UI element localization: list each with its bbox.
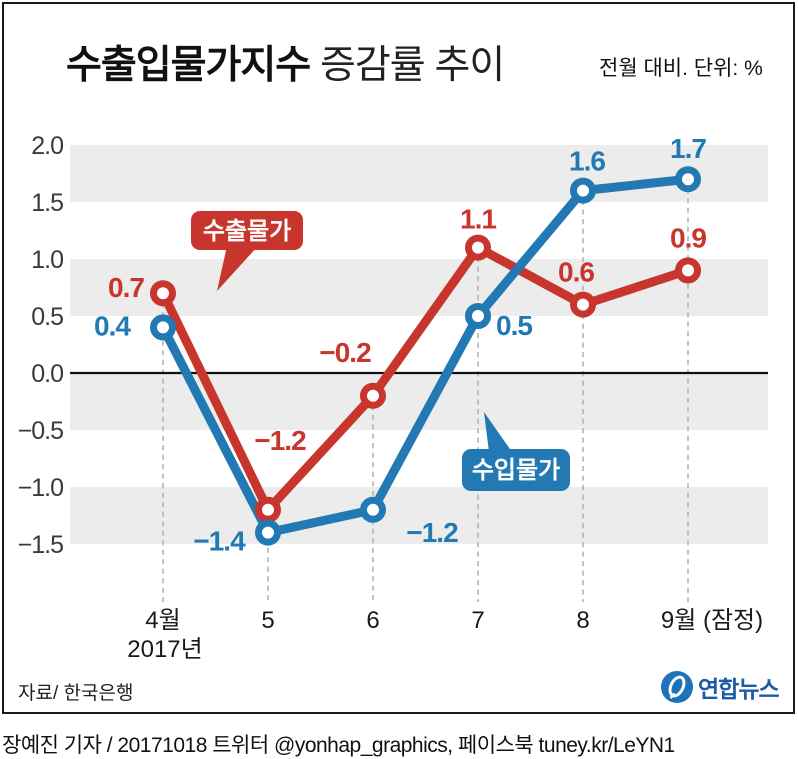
data-point-marker-export [570, 291, 596, 318]
x-axis-year-label: 2017년 [127, 636, 202, 663]
series-line-export [158, 243, 693, 515]
callout-tail [217, 246, 258, 291]
y-tick-label: −1.5 [18, 531, 63, 559]
data-point-marker-import [675, 166, 701, 193]
y-tick-label: 1.5 [31, 189, 63, 217]
data-point-label-export: 0.7 [108, 272, 144, 303]
chart-subtitle-unit: 전월 대비. 단위: % [599, 57, 763, 80]
data-point-marker-export [360, 382, 386, 409]
data-point-label-import: −1.2 [406, 517, 458, 548]
x-tick-label: 7 [471, 607, 484, 634]
x-tick-label: 6 [366, 607, 379, 634]
x-tick-label: 5 [261, 607, 274, 634]
y-tick-label: 0.5 [31, 303, 63, 331]
y-tick-label: −0.5 [18, 417, 63, 445]
y-tick-label: 0.0 [31, 360, 63, 388]
data-point-marker-export [675, 257, 701, 284]
y-tick-label: −1.0 [18, 474, 63, 502]
line-chart: 0.7 −1.2 −0.2 1.1 0.6 0.9 0.4 −1.4 −1.2 0.5 1.6 1.7… [18, 132, 768, 663]
data-point-marker-import [360, 496, 386, 523]
callout-tail [484, 412, 512, 452]
data-point-label-import: 0.4 [94, 310, 131, 341]
data-point-label-export: −0.2 [319, 337, 371, 368]
title-main: 수출입물가지수 [66, 44, 311, 87]
grid-band [70, 145, 768, 202]
callout-bubble [191, 211, 303, 250]
x-tick-label: 8 [576, 607, 589, 634]
callout-label-export: 수출물가 [203, 218, 291, 245]
y-tick-label: 1.0 [31, 246, 63, 274]
grid-band [70, 259, 768, 316]
data-point-label-export: −1.2 [254, 425, 306, 456]
data-source: 자료/ 한국은행 [18, 683, 134, 704]
x-tick-label: 4월 [145, 607, 180, 634]
data-point-marker-export [465, 234, 491, 261]
yonhap-logo: 연합뉴스 [660, 670, 780, 704]
data-point-label-export: 0.6 [558, 257, 594, 288]
series-line-import [158, 174, 693, 538]
data-point-label-import: 1.7 [670, 133, 706, 164]
callout-label-import: 수입물가 [472, 457, 560, 484]
data-point-marker-import [255, 519, 281, 546]
title-sub-phrase: 증감률 추이 [310, 44, 505, 87]
data-point-marker-export [255, 496, 281, 523]
data-point-marker-import [570, 177, 596, 204]
series-callout-export: 수출물가 [191, 211, 303, 291]
page-title: 수출입물가지수 증감률 추이 [66, 34, 505, 90]
credit-line: 장예진 기자 / 20171018 트위터 @yonhap_graphics, … [2, 734, 675, 757]
callout-bubble [462, 449, 570, 491]
data-point-label-import: 1.6 [569, 146, 605, 177]
grid-band [70, 487, 768, 544]
data-point-marker-import [465, 303, 491, 329]
y-tick-label: 2.0 [31, 132, 63, 160]
data-point-marker-export [150, 280, 176, 307]
data-point-marker-import [150, 314, 176, 341]
series-callout-import: 수입물가 [462, 412, 570, 491]
yonhap-logo-icon [661, 671, 693, 703]
data-point-label-import: 0.5 [496, 310, 532, 341]
x-tick-label: 9월 (잠정) [661, 607, 763, 634]
data-point-label-export: 0.9 [670, 222, 706, 253]
data-point-label-export: 1.1 [460, 204, 496, 235]
data-point-label-import: −1.4 [193, 526, 246, 557]
yonhap-logo-text: 연합뉴스 [698, 676, 780, 702]
